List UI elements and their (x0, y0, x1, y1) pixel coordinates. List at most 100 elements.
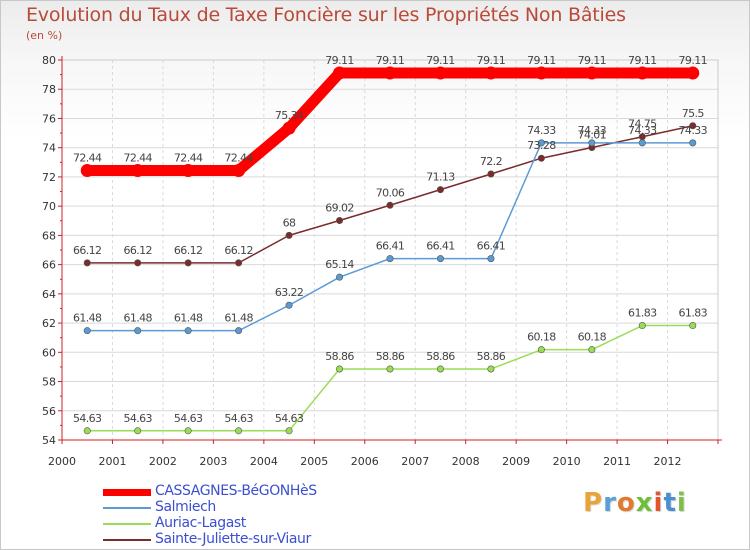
data-point (383, 66, 397, 80)
data-label: 79.11 (325, 54, 354, 67)
legend-label-sainte-juliette: Sainte-Juliette-sur-Viaur (155, 531, 311, 547)
data-label: 70.06 (376, 186, 405, 199)
data-point (689, 322, 697, 330)
data-point (83, 327, 91, 335)
data-point (537, 154, 545, 162)
data-label: 66.12 (224, 244, 253, 257)
data-label: 79.11 (376, 54, 405, 67)
x-tick-label: 2006 (351, 455, 379, 468)
data-label: 74.33 (679, 124, 708, 137)
y-tick-label: 72 (42, 171, 56, 184)
logo-letter: t (663, 488, 677, 518)
legend-swatch-cassagnes (103, 489, 151, 496)
proxiti-logo: Proxiti (583, 488, 687, 518)
data-label: 72.2 (480, 155, 502, 168)
data-point (285, 301, 293, 309)
data-point (638, 139, 646, 147)
y-tick-label: 54 (42, 434, 56, 447)
data-point (235, 327, 243, 335)
data-label: 58.86 (426, 350, 455, 363)
data-label: 74.33 (628, 124, 657, 137)
data-point (134, 259, 142, 267)
data-label: 54.63 (224, 412, 253, 425)
x-tick-label: 2007 (401, 455, 429, 468)
data-label: 66.41 (376, 240, 405, 253)
x-tick-label: 2011 (603, 455, 631, 468)
data-label: 63.22 (275, 286, 304, 299)
legend-label-salmiech: Salmiech (155, 499, 216, 515)
x-tick-label: 2004 (250, 455, 278, 468)
x-tick-label: 2009 (502, 455, 530, 468)
data-point (131, 163, 145, 177)
data-label: 74.33 (578, 124, 607, 137)
y-tick-label: 60 (42, 346, 56, 359)
data-point (686, 66, 700, 80)
data-point (333, 66, 347, 80)
chart-title: Evolution du Taux de Taxe Foncière sur l… (26, 4, 626, 26)
logo-letter: P (583, 488, 604, 518)
x-tick-label: 2012 (654, 455, 682, 468)
data-point (386, 255, 394, 263)
data-label: 60.18 (527, 331, 556, 344)
legend-swatch-sainte-juliette (103, 539, 151, 541)
data-point (537, 139, 545, 147)
logo-letter: x (635, 488, 654, 518)
x-tick-label: 2010 (553, 455, 581, 468)
data-point (282, 121, 296, 135)
data-point (484, 66, 498, 80)
data-label: 73.28 (527, 139, 556, 152)
data-label: 54.63 (123, 412, 152, 425)
data-point (235, 427, 243, 435)
data-label: 54.63 (73, 412, 102, 425)
data-label: 61.48 (73, 312, 102, 325)
data-label: 75.34 (275, 109, 304, 122)
data-label: 61.48 (224, 312, 253, 325)
data-point (585, 66, 599, 80)
data-point (689, 122, 697, 130)
data-label: 66.12 (73, 244, 102, 257)
data-label: 74.33 (527, 124, 556, 137)
data-label: 79.11 (628, 54, 657, 67)
data-label: 79.11 (679, 54, 708, 67)
y-tick-label: 62 (42, 317, 56, 330)
data-label: 66.12 (123, 244, 152, 257)
data-point (487, 170, 495, 178)
legend-label-auriac: Auriac-Lagast (155, 515, 246, 531)
data-label: 79.11 (477, 54, 506, 67)
data-point (588, 139, 596, 147)
data-point (285, 427, 293, 435)
data-label: 58.86 (325, 350, 354, 363)
data-label: 61.83 (679, 307, 708, 320)
y-tick-label: 56 (42, 405, 56, 418)
data-label: 72.44 (73, 151, 102, 164)
y-tick-label: 76 (42, 112, 56, 125)
data-point (83, 259, 91, 267)
x-tick-label: 2008 (452, 455, 480, 468)
y-tick-label: 58 (42, 376, 56, 389)
data-label: 79.11 (578, 54, 607, 67)
data-point (534, 66, 548, 80)
data-point (487, 365, 495, 373)
data-point (184, 427, 192, 435)
y-tick-label: 68 (42, 229, 56, 242)
data-label: 69.02 (325, 201, 354, 214)
data-point (181, 163, 195, 177)
y-tick-label: 74 (42, 142, 56, 155)
data-label: 72.44 (174, 151, 203, 164)
data-point (336, 365, 344, 373)
data-label: 61.48 (174, 312, 203, 325)
data-label: 72.44 (224, 151, 253, 164)
x-tick-label: 2003 (199, 455, 227, 468)
data-label: 71.13 (426, 171, 455, 184)
data-point (689, 139, 697, 147)
data-label: 66.41 (426, 240, 455, 253)
data-label: 74.75 (628, 118, 657, 131)
data-point (184, 327, 192, 335)
data-label: 61.83 (628, 307, 657, 320)
data-label: 66.41 (477, 240, 506, 253)
data-point (134, 427, 142, 435)
data-point (235, 259, 243, 267)
y-tick-label: 70 (42, 200, 56, 213)
data-point (588, 346, 596, 354)
